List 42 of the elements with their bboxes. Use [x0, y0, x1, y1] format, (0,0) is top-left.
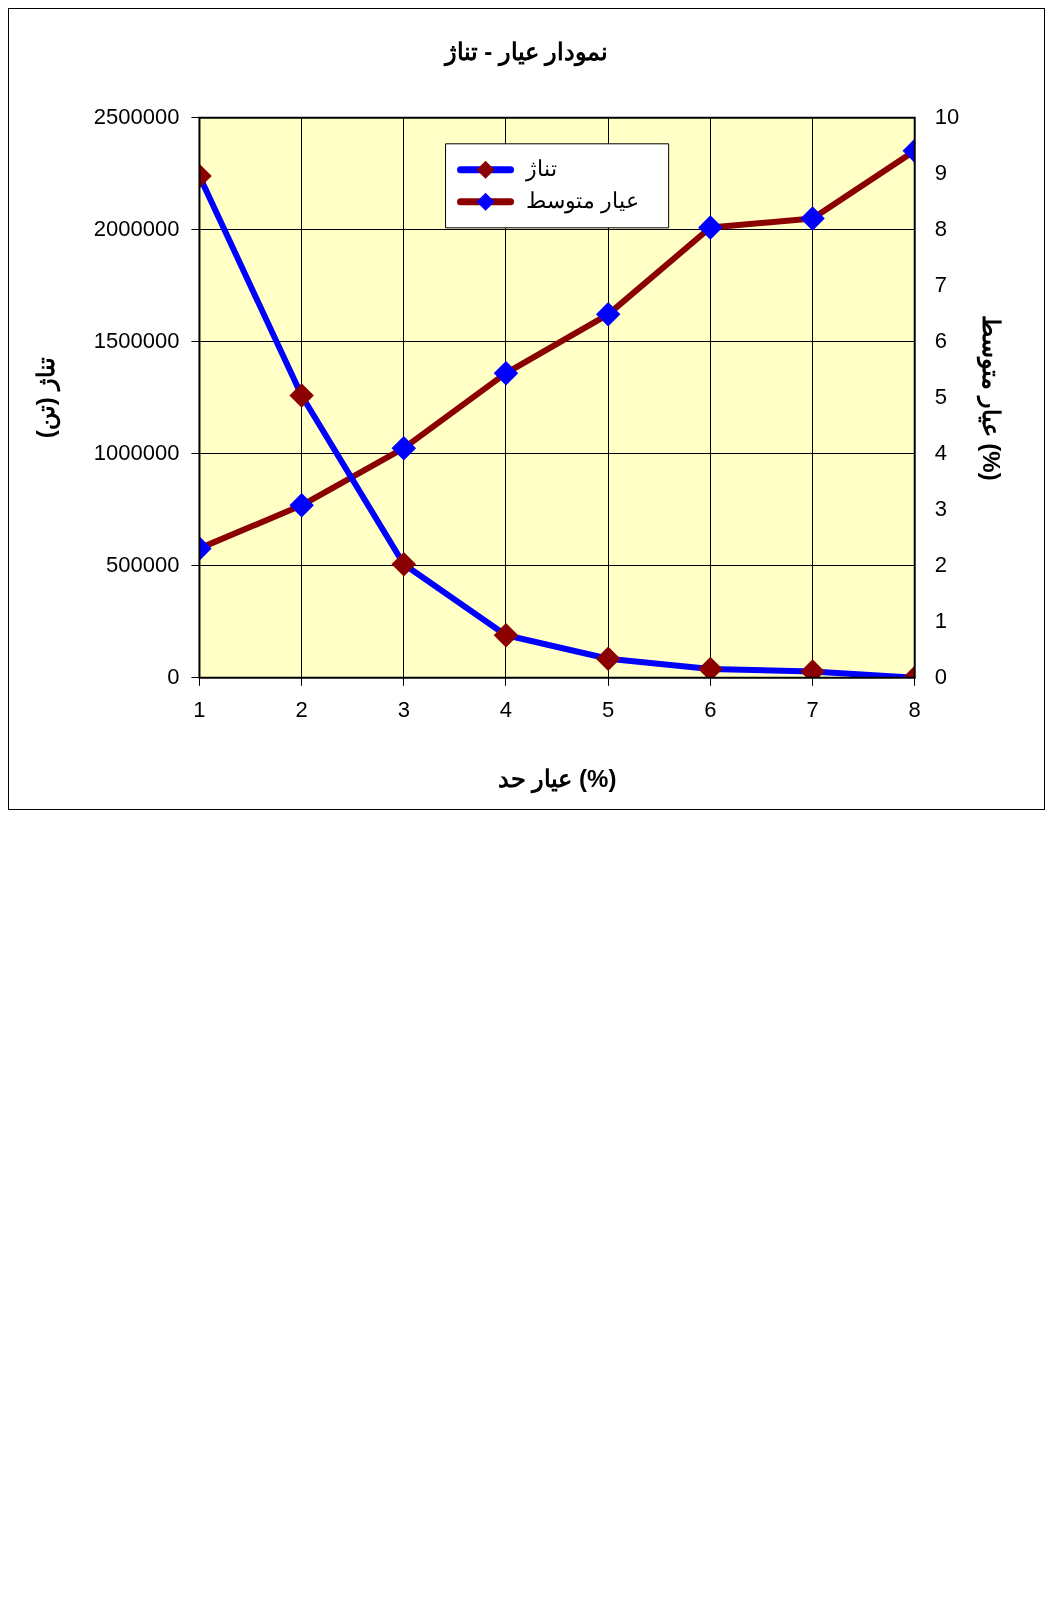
- y2-tick-label: 7: [934, 271, 947, 297]
- point: [597, 647, 620, 670]
- point: [392, 437, 415, 460]
- x-tick-label: 5: [602, 697, 615, 723]
- point: [699, 658, 722, 678]
- y2-tick-label: 1: [934, 607, 947, 633]
- y-tick-label: 0: [167, 663, 180, 689]
- y-tick-label: 500000: [106, 551, 180, 577]
- y2-tick-label: 8: [934, 215, 947, 241]
- x-axis-title: عیار حد (%): [497, 765, 617, 795]
- legend-label: عیار متوسط: [525, 187, 639, 214]
- y-axis-title: تناژ (تن): [32, 357, 62, 439]
- point: [495, 362, 517, 385]
- legend-label: تناژ: [524, 155, 557, 182]
- point: [597, 303, 620, 326]
- y2-tick-label: 0: [934, 663, 947, 689]
- point: [801, 207, 824, 230]
- y2-axis-title: عیار متوسط (%): [975, 314, 1005, 481]
- y2-tick-label: 4: [934, 439, 947, 465]
- y2-tick-label: 2: [934, 551, 947, 577]
- y2-tick-label: 3: [934, 495, 947, 521]
- point: [290, 384, 313, 407]
- y-tick-label: 2500000: [93, 103, 180, 129]
- point: [699, 216, 722, 239]
- point: [495, 624, 517, 647]
- chart-title: نمودار عیار - تناژ: [442, 38, 609, 68]
- y-tick-label: 1500000: [93, 327, 180, 353]
- x-tick-label: 8: [908, 697, 921, 723]
- y-tick-label: 2000000: [93, 215, 180, 241]
- x-tick-label: 3: [397, 697, 410, 723]
- x-tick-label: 1: [193, 697, 206, 723]
- point: [290, 494, 313, 517]
- y2-tick-label: 10: [934, 103, 960, 129]
- y2-tick-label: 6: [934, 327, 947, 353]
- x-tick-label: 6: [704, 697, 717, 723]
- x-tick-label: 2: [295, 697, 308, 723]
- x-tick-label: 4: [499, 697, 513, 723]
- y-tick-label: 1000000: [93, 439, 180, 465]
- y2-tick-label: 5: [934, 383, 947, 409]
- x-tick-label: 7: [806, 697, 819, 723]
- y2-tick-label: 9: [934, 159, 947, 185]
- point: [392, 553, 415, 576]
